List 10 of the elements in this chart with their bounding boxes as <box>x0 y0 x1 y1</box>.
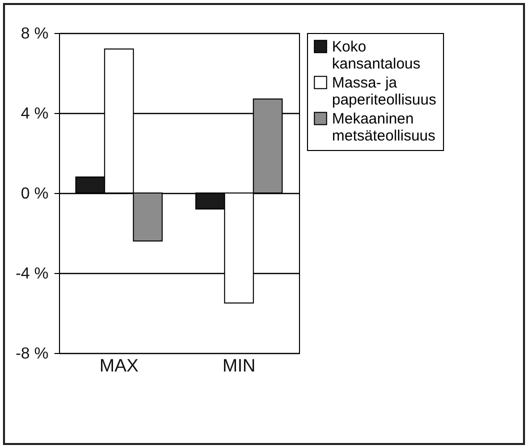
y-tick-label: 0 % <box>20 186 48 202</box>
x-tick-label: MIN <box>222 356 256 376</box>
y-tick-label: -4 % <box>16 266 48 282</box>
legend-label: Massa- ja paperiteollisuus <box>332 74 436 108</box>
x-tick-label: MAX <box>99 356 139 376</box>
y-tick-label: -8 % <box>16 346 48 362</box>
y-tick-label: 8 % <box>20 26 48 42</box>
legend-label: Mekaaninen metsäteollisuus <box>332 110 436 144</box>
y-tick-label: 4 % <box>20 106 48 122</box>
legend-label: Koko kansantalous <box>332 38 420 72</box>
